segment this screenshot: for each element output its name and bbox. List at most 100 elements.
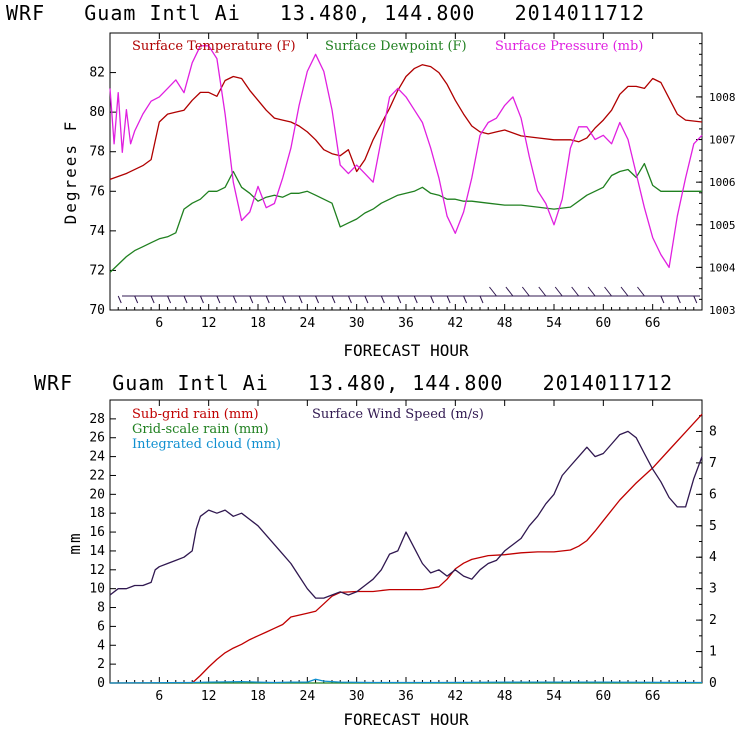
bottom-y-tick-label: 10 (89, 582, 105, 597)
series-line-sub-grid-rain-mm (110, 414, 702, 683)
series-line-surface-wind-speed-m-s (110, 431, 702, 598)
bottom-y2-tick-label: 0 (709, 676, 717, 691)
top-y-tick-label: 76 (89, 184, 105, 199)
top-y-tick-label: 82 (89, 66, 105, 81)
series-line-surface-dewpoint-f (110, 164, 702, 273)
bottom-y2-tick-label: 1 (709, 645, 717, 660)
legend-surface-pressure: Surface Pressure (mb) (495, 39, 643, 54)
wind-barb (522, 287, 529, 296)
top-x-tick-label: 42 (448, 316, 464, 331)
top-y2-tick-label: 1005 (709, 219, 736, 232)
wind-barb (118, 296, 121, 303)
top-y2-tick-label: 1003 (709, 304, 736, 317)
bottom-x-tick-label: 60 (596, 689, 612, 704)
top-x-tick-label: 48 (497, 316, 513, 331)
series-line-surface-temperature-f (110, 65, 702, 180)
wind-barb (621, 287, 628, 296)
wind-barb (555, 287, 562, 296)
wind-barb (572, 287, 579, 296)
bottom-y-tick-label: 24 (89, 450, 105, 465)
bottom-y2-tick-label: 2 (709, 613, 717, 628)
bottom-y2-tick-label: 4 (709, 550, 717, 565)
wind-barb (480, 296, 483, 303)
bottom-x-tick-label: 66 (645, 689, 661, 704)
bottom-y-tick-label: 2 (97, 657, 105, 672)
wind-barb (381, 296, 384, 303)
legend-surface-dewpoint: Surface Dewpoint (F) (325, 39, 467, 54)
top-wind-barbs (118, 287, 700, 303)
bottom-y-tick-label: 26 (89, 431, 105, 446)
legend-gridscale-rain: Grid-scale rain (mm) (132, 422, 269, 437)
bottom-y-tick-label: 22 (89, 468, 105, 483)
wind-barb (332, 296, 335, 303)
bottom-x-tick-label: 54 (546, 689, 562, 704)
bottom-y2-tick-label: 7 (709, 456, 717, 471)
wind-barb (431, 296, 434, 303)
wind-barb (506, 287, 513, 296)
top-y-tick-label: 74 (89, 224, 105, 239)
wind-barb (168, 296, 171, 303)
wind-barb (283, 296, 286, 303)
legend-surface-temperature: Surface Temperature (F) (132, 39, 296, 54)
bottom-y-tick-label: 0 (97, 676, 105, 691)
legend-subgrid-rain: Sub-grid rain (mm) (132, 407, 259, 422)
wind-barb (447, 296, 450, 303)
top-y-axis-label: Degrees F (61, 120, 80, 225)
bottom-y-tick-label: 18 (89, 506, 105, 521)
bottom-x-tick-label: 30 (349, 689, 365, 704)
wind-barb (184, 296, 187, 303)
wind-barb (588, 287, 595, 296)
bottom-x-tick-label: 48 (497, 689, 513, 704)
bottom-y-tick-label: 6 (97, 619, 105, 634)
top-x-axis-label: FORECAST HOUR (343, 341, 469, 360)
top-plot-frame (110, 33, 702, 310)
wind-barb (489, 287, 496, 296)
wind-barb (233, 296, 236, 303)
legend-surface-wind-speed: Surface Wind Speed (m/s) (312, 407, 484, 422)
bottom-y-tick-label: 4 (97, 638, 105, 653)
bottom-y2-tick-label: 5 (709, 519, 717, 534)
wind-barb (299, 296, 302, 303)
top-x-tick-label: 24 (300, 316, 316, 331)
bottom-y2-tick-label: 8 (709, 424, 717, 439)
wind-barb (464, 296, 467, 303)
top-x-tick-label: 18 (250, 316, 266, 331)
wind-barb (694, 296, 697, 303)
bottom-y-tick-label: 14 (89, 544, 105, 559)
bottom-x-tick-label: 12 (201, 689, 217, 704)
series-line-surface-pressure-mb (110, 46, 702, 268)
bottom-y-tick-label: 20 (89, 487, 105, 502)
legend-integrated-cloud: Integrated cloud (mm) (132, 437, 281, 452)
wind-barb (135, 296, 138, 303)
top-x-tick-label: 54 (546, 316, 562, 331)
top-y-tick-label: 72 (89, 263, 105, 278)
chart-canvas: WRF Guam Intl Ai 13.480, 144.800 2014011… (0, 0, 740, 740)
top-x-tick-label: 66 (645, 316, 661, 331)
wind-barb (539, 287, 546, 296)
bottom-y-axis-label: mm (65, 531, 84, 554)
wind-barb (398, 296, 401, 303)
top-y2-tick-label: 1007 (709, 134, 736, 147)
wind-barb (661, 296, 664, 303)
wind-barb (605, 287, 612, 296)
wind-barb (316, 296, 319, 303)
bottom-y-tick-label: 12 (89, 563, 105, 578)
wind-barb (217, 296, 220, 303)
bottom-x-tick-label: 42 (448, 689, 464, 704)
bottom-y-tick-label: 16 (89, 525, 105, 540)
wind-barb (348, 296, 351, 303)
top-x-tick-label: 30 (349, 316, 365, 331)
top-y-tick-label: 70 (89, 303, 105, 318)
top-y2-tick-label: 1008 (709, 91, 736, 104)
bottom-chart-title: WRF Guam Intl Ai 13.480, 144.800 2014011… (34, 371, 673, 395)
top-y2-tick-label: 1004 (709, 261, 736, 274)
wind-barb (365, 296, 368, 303)
top-y-tick-label: 80 (89, 105, 105, 120)
bottom-y-tick-label: 8 (97, 601, 105, 616)
top-x-tick-label: 60 (596, 316, 612, 331)
bottom-y2-tick-label: 3 (709, 582, 717, 597)
bottom-y-tick-label: 28 (89, 412, 105, 427)
wind-barb (266, 296, 269, 303)
top-y-tick-label: 78 (89, 145, 105, 160)
wind-barb (677, 296, 680, 303)
